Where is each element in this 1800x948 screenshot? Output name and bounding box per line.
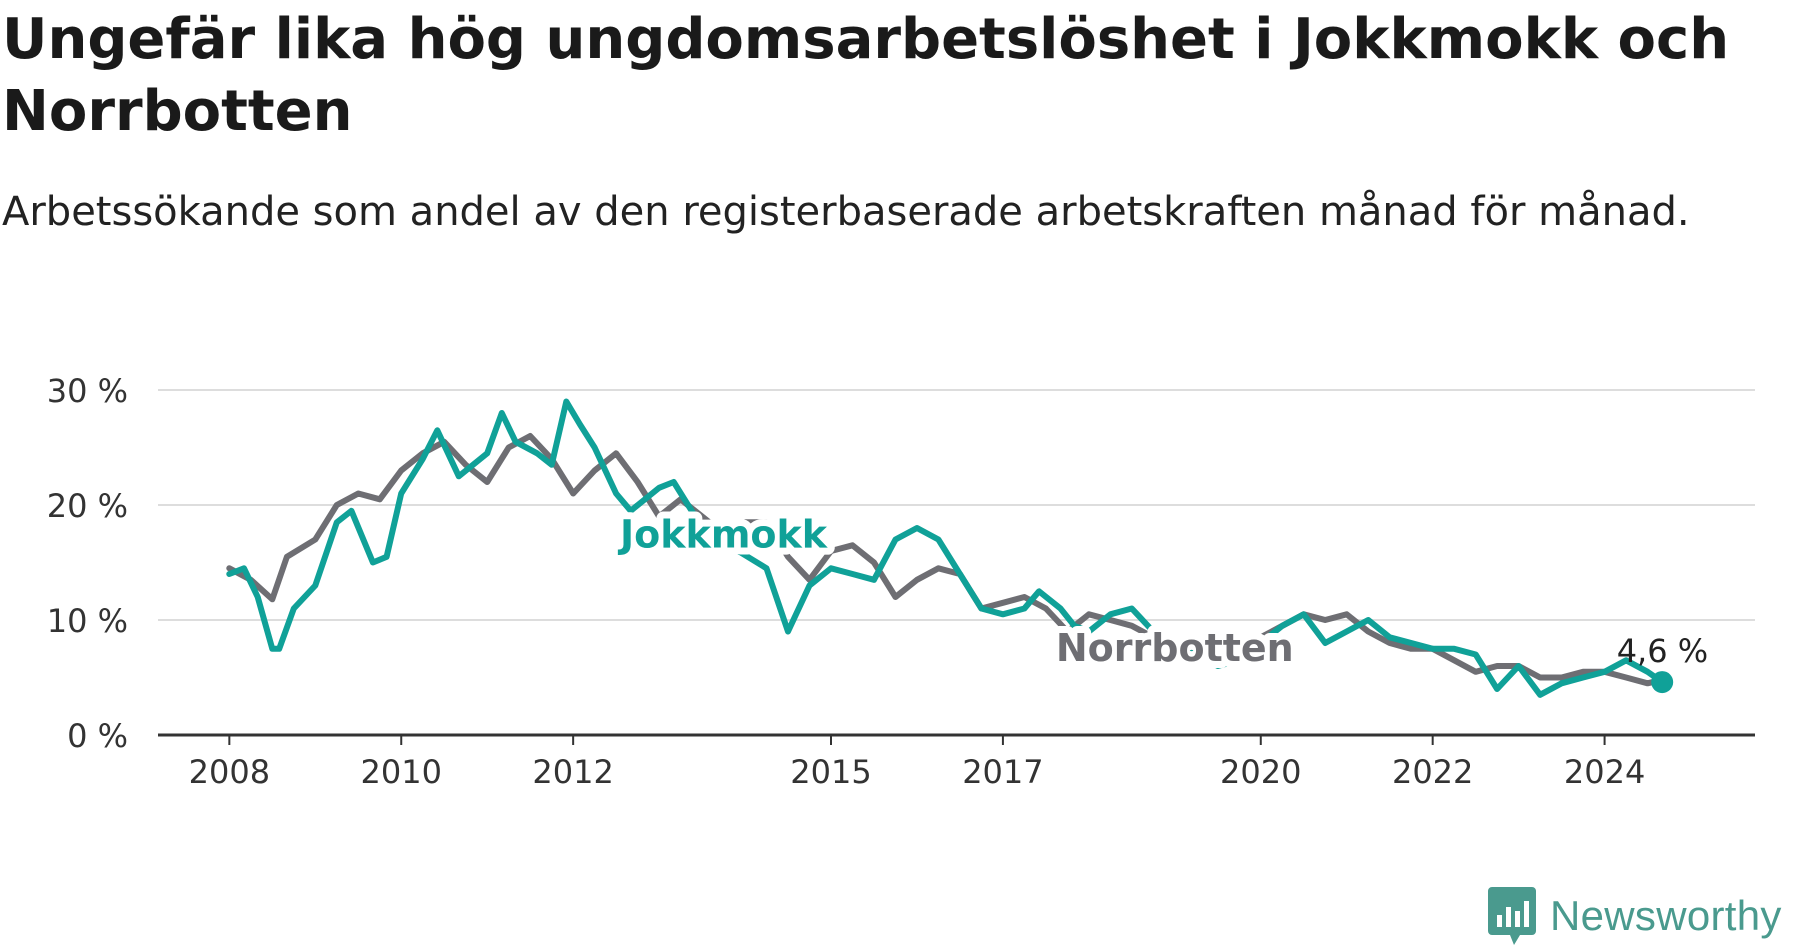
x-tick-label: 2022	[1392, 753, 1473, 791]
last-value-marker	[1651, 671, 1674, 694]
x-tick-label: 2024	[1564, 753, 1645, 791]
page-title: Ungefär lika hög ungdomsarbetslöshet i J…	[2, 7, 1730, 144]
series-label-halo: Jokkmokk	[617, 512, 828, 556]
brand-logo: Newsworthy	[1488, 886, 1782, 946]
x-tick-label: 2008	[189, 753, 270, 791]
series-label-jokkmokk: Jokkmokk	[617, 512, 828, 556]
y-tick-label: 10 %	[47, 602, 128, 640]
last-value-label: 4,6 %	[1617, 632, 1708, 670]
series-label-halo: Norrbotten	[1056, 626, 1294, 670]
x-tick-label: 2012	[532, 753, 613, 791]
brand-name: Newsworthy	[1550, 892, 1782, 939]
page-subtitle: Arbetssökande som andel av den registerb…	[2, 189, 1690, 235]
x-tick-label: 2015	[790, 753, 871, 791]
newsworthy-logo-icon	[1488, 887, 1536, 945]
x-tick-label: 2017	[962, 753, 1043, 791]
x-tick-label: 2020	[1220, 753, 1301, 791]
y-tick-label: 30 %	[47, 372, 128, 410]
y-tick-label: 20 %	[47, 487, 128, 525]
series-label-norrbotten: Norrbotten	[1056, 626, 1294, 670]
y-tick-label: 0 %	[67, 717, 128, 755]
series-line-jokkmokk	[226, 398, 1666, 698]
x-tick-label: 2010	[361, 753, 442, 791]
